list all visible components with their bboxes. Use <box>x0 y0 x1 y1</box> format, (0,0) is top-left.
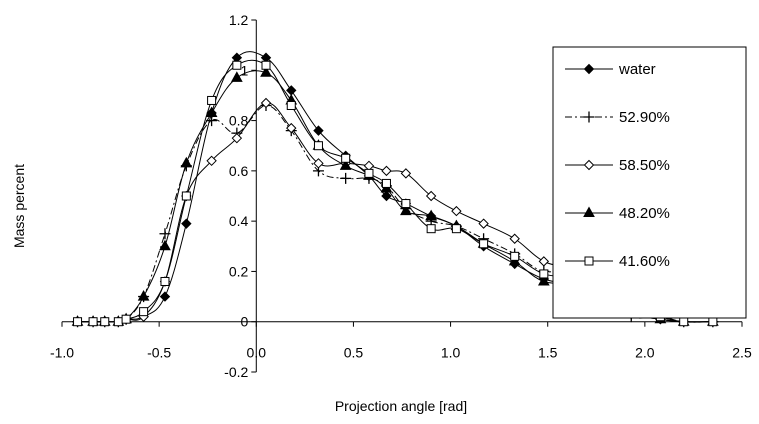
data-point <box>509 233 520 244</box>
data-point <box>479 239 489 249</box>
legend-label: 41.60% <box>619 253 670 270</box>
data-point <box>340 172 352 184</box>
data-point <box>231 71 243 82</box>
data-point <box>426 224 436 234</box>
data-point <box>381 165 392 177</box>
data-point <box>121 314 131 324</box>
legend-label: water <box>618 61 656 78</box>
y-tick-label: 0.4 <box>229 213 249 229</box>
x-tick-label: 0.5 <box>344 345 364 361</box>
data-point <box>137 290 150 301</box>
data-point <box>537 274 550 286</box>
legend-entry: 52.90% <box>565 109 670 126</box>
data-point <box>451 205 462 217</box>
data-point <box>181 218 192 229</box>
data-point <box>159 239 171 251</box>
data-point <box>400 204 412 216</box>
data-point <box>341 153 351 163</box>
legend-entry: 48.20% <box>565 205 670 222</box>
axes-layer: -1.0 -0.5 0.0 0.5 1.0 1.5 2.0 2.5 -0.2 0 0.2 0.4 0.6… <box>50 12 752 380</box>
data-point <box>261 60 271 70</box>
x-tick-label: -1.0 <box>50 345 74 361</box>
y-tick-label: 0.6 <box>229 163 249 179</box>
legend-box <box>552 46 747 319</box>
data-point <box>73 317 83 327</box>
legend-marker <box>584 256 594 266</box>
x-axis-title: Projection angle [rad] <box>335 398 467 414</box>
data-point <box>400 168 412 179</box>
data-point <box>100 317 110 327</box>
data-point <box>381 190 392 202</box>
data-point <box>510 251 520 261</box>
legend-label: 48.20% <box>619 205 670 222</box>
data-point <box>313 141 323 151</box>
data-point <box>381 178 391 188</box>
data-point <box>260 66 272 77</box>
data-point <box>364 168 374 178</box>
x-tick-label: -0.5 <box>147 345 171 361</box>
y-tick-label: -0.2 <box>224 364 248 380</box>
data-point <box>339 159 352 170</box>
data-point <box>260 97 272 109</box>
data-point <box>207 95 217 105</box>
x-tick-label: 2.0 <box>635 345 655 361</box>
series-line <box>77 104 713 323</box>
y-tick-label: 0.8 <box>229 113 249 129</box>
y-tick-label: 1.2 <box>229 12 249 28</box>
data-point <box>231 132 243 144</box>
legend-marker <box>583 63 595 75</box>
data-point <box>206 155 217 167</box>
data-point <box>205 106 218 118</box>
data-point <box>159 291 171 302</box>
data-point <box>401 199 411 209</box>
x-tick-label: 1.0 <box>441 345 461 361</box>
data-point <box>313 125 324 136</box>
data-point <box>425 209 437 221</box>
legend-marker <box>583 206 595 217</box>
data-point <box>708 317 718 327</box>
data-point <box>113 317 123 327</box>
data-point <box>538 256 550 267</box>
legend: water 52.90% 58.50% 48.20% 41.60% <box>552 46 747 319</box>
legend-entry: 58.50% <box>565 157 670 174</box>
data-point <box>451 224 461 234</box>
data-point <box>539 269 549 279</box>
data-point <box>286 100 296 110</box>
y-tick-label: 0.2 <box>229 263 249 279</box>
data-point <box>88 317 98 327</box>
legend-label: 58.50% <box>619 157 670 174</box>
data-point <box>286 122 297 134</box>
data-point <box>180 156 193 168</box>
data-point <box>232 60 242 70</box>
y-axis-title: Mass percent <box>11 164 27 248</box>
data-point <box>313 158 324 169</box>
legend-marker <box>583 111 595 123</box>
legend-marker <box>583 159 595 171</box>
legend-entry: water <box>565 61 656 78</box>
data-point <box>160 276 170 286</box>
x-tick-label: 2.5 <box>732 345 752 361</box>
legend-label: 52.90% <box>619 109 670 126</box>
x-tick-label: 0.0 <box>247 345 267 361</box>
y-tick-label: 1 <box>240 62 248 78</box>
data-point <box>286 85 297 96</box>
y-tick-label: 0 <box>240 314 248 330</box>
data-point <box>425 190 437 202</box>
data-point <box>478 218 489 229</box>
legend-entry: 41.60% <box>565 253 670 270</box>
data-point <box>679 317 689 327</box>
data-point <box>181 191 191 201</box>
data-point <box>139 307 149 317</box>
x-tick-label: 1.5 <box>538 345 558 361</box>
